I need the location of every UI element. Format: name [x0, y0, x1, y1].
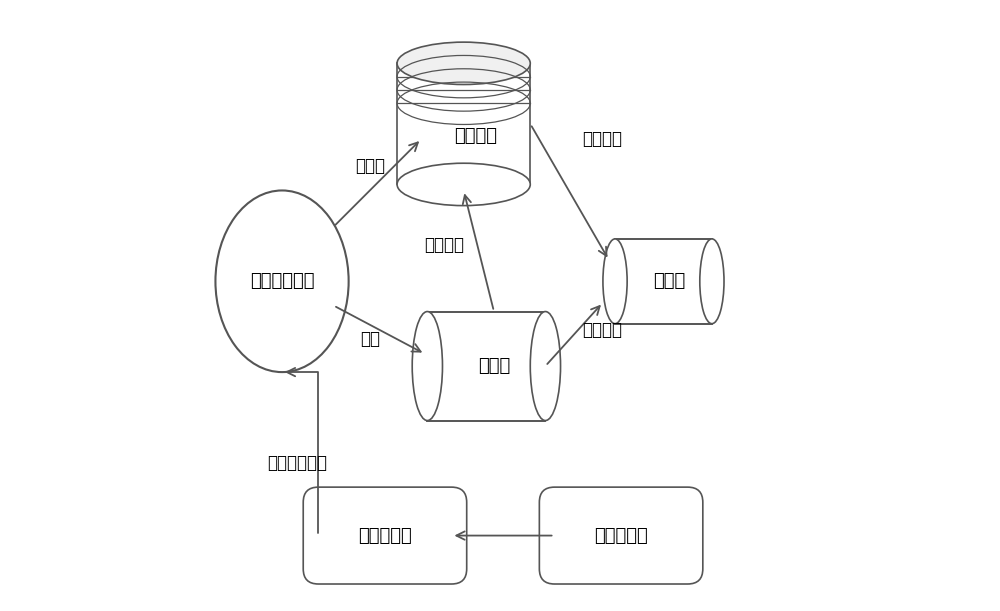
FancyBboxPatch shape [539, 487, 703, 584]
Text: 爬虫控制中心: 爬虫控制中心 [250, 273, 314, 290]
Text: 初始化: 初始化 [355, 157, 385, 175]
Text: 解析初始种子: 解析初始种子 [267, 454, 327, 472]
Text: 启动: 启动 [360, 330, 380, 348]
Text: 创建多个: 创建多个 [582, 321, 622, 338]
Ellipse shape [412, 312, 442, 420]
Bar [397, 64, 530, 185]
Ellipse shape [397, 42, 530, 84]
Bar [615, 239, 712, 324]
Bar [427, 312, 545, 420]
Ellipse shape [603, 239, 627, 324]
Text: 主爬虫: 主爬虫 [478, 357, 510, 375]
Ellipse shape [700, 239, 724, 324]
Text: 添加任务: 添加任务 [424, 236, 464, 254]
Ellipse shape [397, 163, 530, 206]
Text: 网页解析器: 网页解析器 [358, 527, 412, 544]
Text: 文件下载器: 文件下载器 [594, 527, 648, 544]
FancyBboxPatch shape [303, 487, 467, 584]
Ellipse shape [530, 312, 561, 420]
Text: 子爬虫: 子爬虫 [653, 273, 686, 290]
Ellipse shape [215, 191, 349, 372]
Text: 任务队列: 任务队列 [454, 127, 497, 145]
Text: 获取任务: 获取任务 [582, 130, 622, 148]
